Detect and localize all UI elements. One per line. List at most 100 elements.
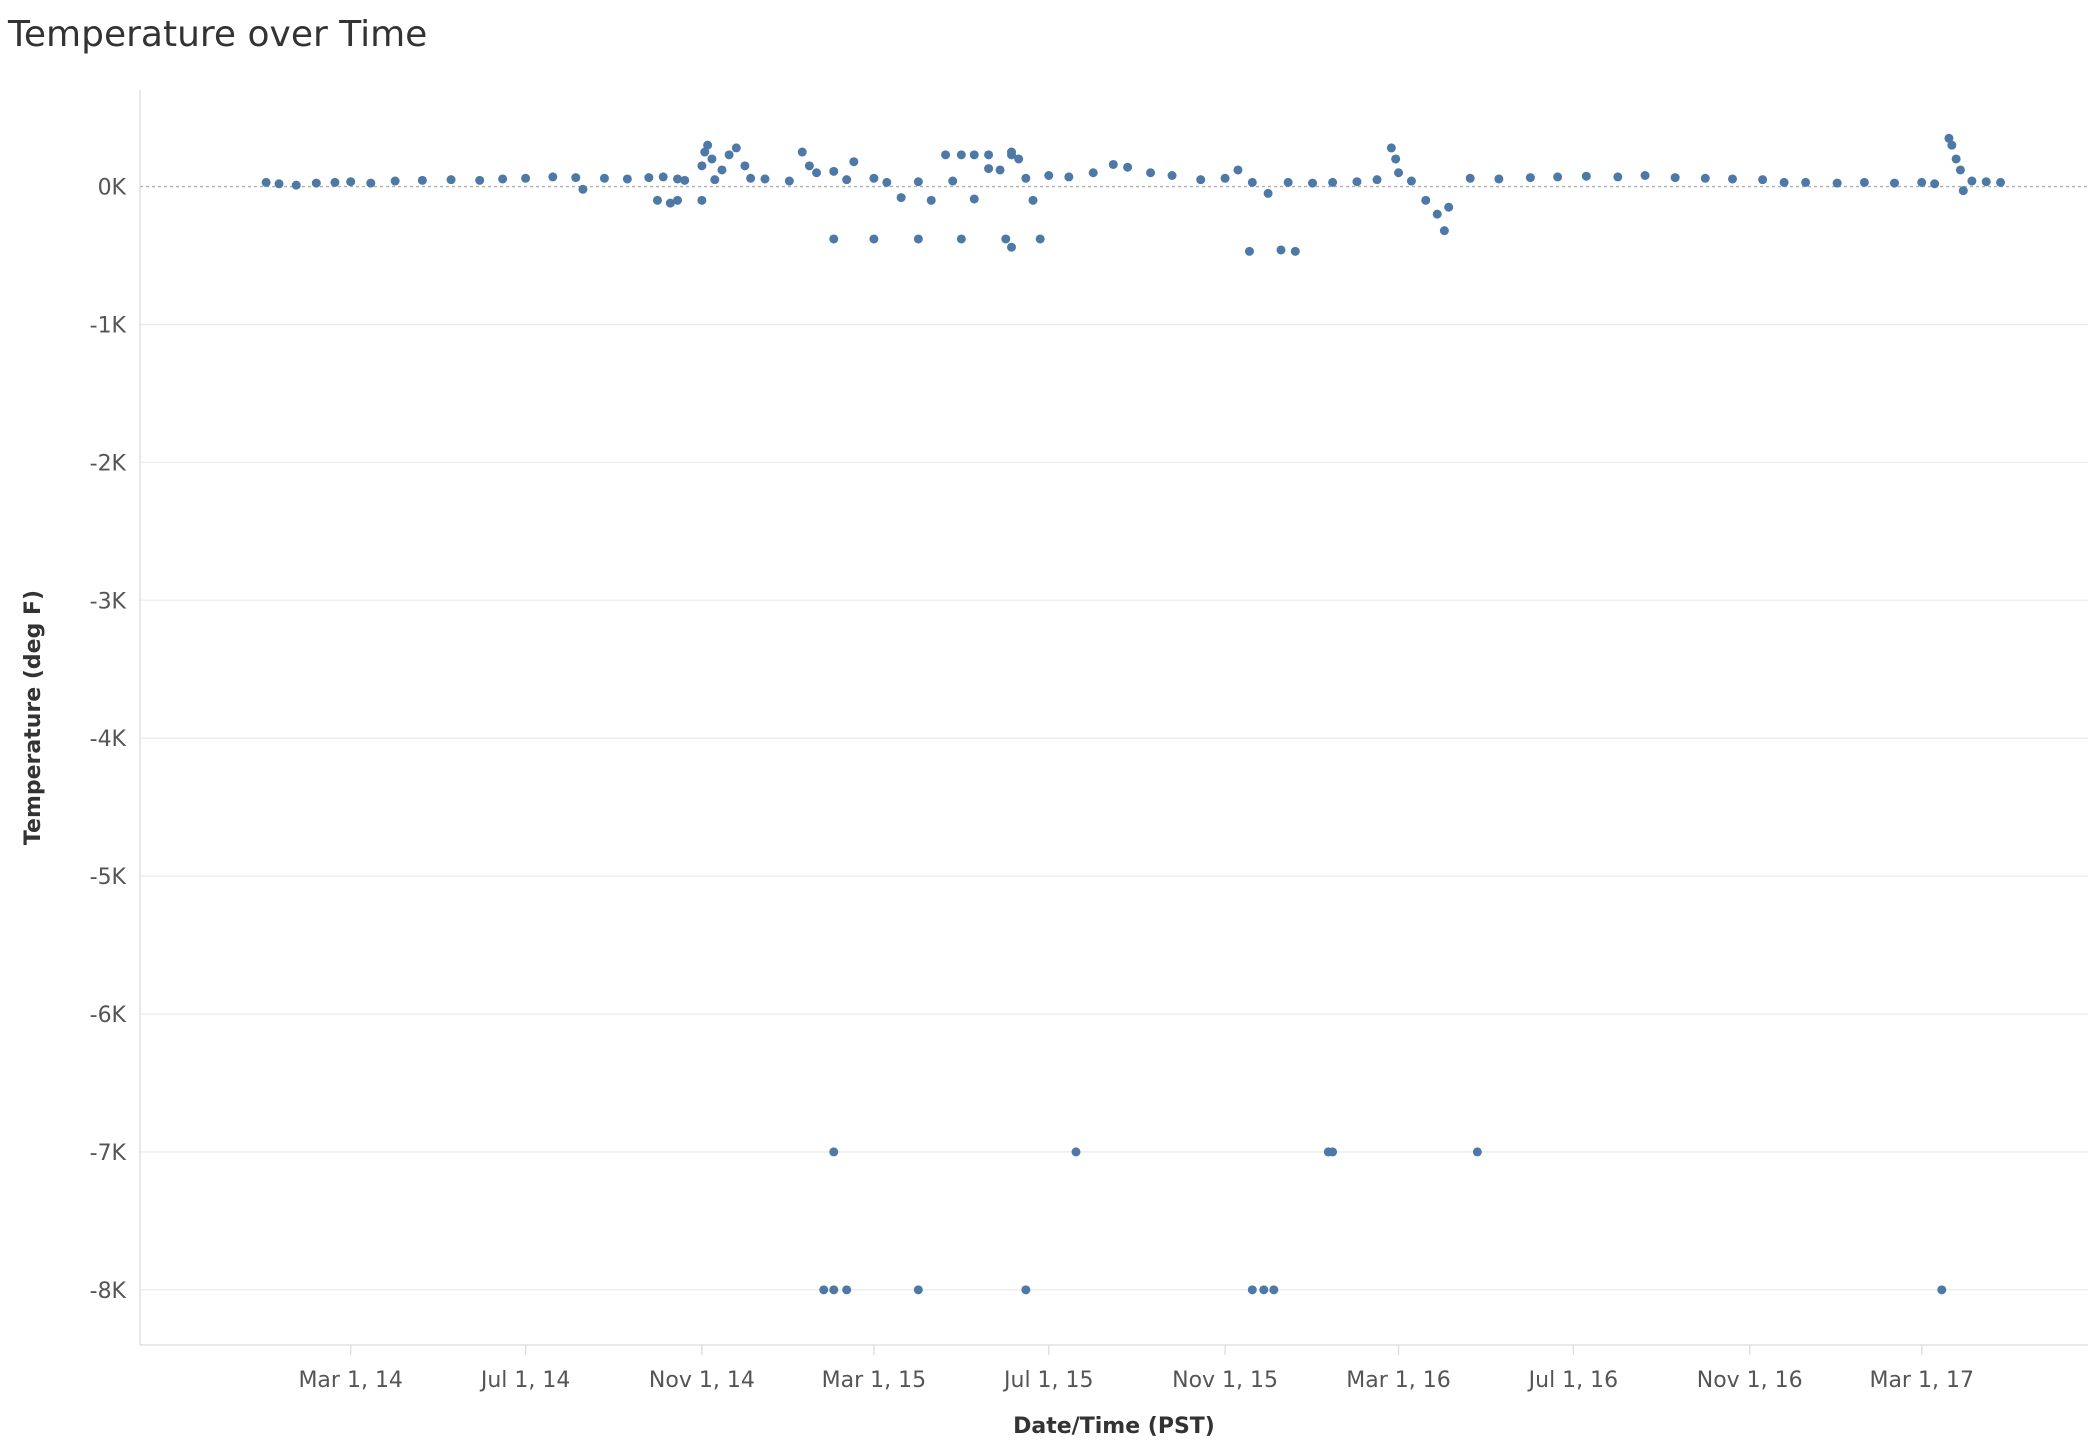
data-point (1432, 209, 1442, 219)
x-tick-label: Jul 1, 16 (1527, 1368, 1619, 1393)
x-tick-label: Nov 1, 15 (1172, 1368, 1278, 1393)
data-point (984, 150, 994, 160)
data-point (658, 172, 668, 182)
data-points (261, 133, 2006, 1295)
y-tick-label: -6K (90, 1003, 127, 1028)
data-point (812, 168, 822, 178)
data-point (984, 164, 994, 174)
data-point (896, 193, 906, 203)
y-tick-label: -7K (90, 1141, 127, 1166)
data-point (1947, 140, 1957, 150)
data-point (1444, 202, 1454, 212)
gridlines (140, 185, 2088, 1291)
data-point (1123, 162, 1133, 172)
data-point (1889, 178, 1899, 188)
data-point (842, 175, 852, 185)
data-point (1801, 177, 1811, 187)
data-point (913, 1285, 923, 1295)
data-point (1352, 177, 1362, 187)
data-point (548, 172, 558, 182)
data-point (1700, 173, 1710, 183)
data-point (274, 179, 284, 189)
data-point (1283, 177, 1293, 187)
data-point (346, 177, 356, 187)
data-point (1758, 175, 1768, 185)
data-point (1108, 159, 1118, 169)
data-point (1021, 1285, 1031, 1295)
data-point (1472, 1147, 1482, 1157)
data-point (731, 143, 741, 153)
data-point (804, 161, 814, 171)
data-point (1640, 171, 1650, 181)
data-point (1146, 168, 1156, 178)
data-point (1007, 242, 1017, 252)
data-point (1290, 246, 1300, 256)
data-point (710, 175, 720, 185)
data-point (1247, 177, 1257, 187)
data-point (913, 234, 923, 244)
data-point (1308, 178, 1318, 188)
data-point (956, 150, 966, 160)
data-point (1247, 1285, 1257, 1295)
y-tick-label: 0K (98, 176, 127, 201)
data-point (1007, 150, 1017, 160)
data-point (700, 147, 710, 157)
data-point (1269, 1285, 1279, 1295)
data-point (1071, 1147, 1081, 1157)
data-point (926, 195, 936, 205)
data-point (819, 1285, 829, 1295)
data-point (1386, 143, 1396, 153)
data-point (882, 177, 892, 187)
data-point (1553, 172, 1563, 182)
data-point (1670, 173, 1680, 183)
data-point (1981, 177, 1991, 187)
data-point (680, 175, 690, 185)
data-point (498, 174, 508, 184)
data-point (913, 177, 923, 187)
data-point (1035, 234, 1045, 244)
data-point (1263, 188, 1273, 198)
data-point (995, 165, 1005, 175)
data-point (1276, 245, 1286, 255)
data-point (697, 195, 707, 205)
data-point (829, 1285, 839, 1295)
data-point (1328, 177, 1338, 187)
data-point (1021, 173, 1031, 183)
data-point (578, 184, 588, 194)
y-tick-label: -8K (90, 1279, 127, 1304)
data-point (622, 174, 632, 184)
data-point (1996, 177, 2006, 187)
data-point (1372, 175, 1382, 185)
data-point (291, 180, 301, 190)
data-point (1014, 154, 1024, 164)
data-point (969, 194, 979, 204)
y-tick-label: -4K (90, 727, 127, 752)
data-point (1967, 176, 1977, 186)
data-point (1406, 176, 1416, 186)
y-tick-label: -2K (90, 451, 127, 476)
x-tick-label: Nov 1, 14 (649, 1368, 755, 1393)
data-point (665, 198, 675, 208)
x-axis-title: Date/Time (PST) (1013, 1414, 1215, 1439)
data-point (1044, 171, 1054, 181)
data-point (1421, 195, 1431, 205)
data-point (1391, 154, 1401, 164)
chart-title: Temperature over Time (8, 14, 428, 55)
data-point (869, 173, 879, 183)
data-point (849, 157, 859, 167)
data-point (1581, 171, 1591, 181)
data-point (740, 161, 750, 171)
data-point (571, 173, 581, 183)
data-point (1832, 178, 1842, 188)
y-tick-labels: 0K -1K -2K -3K -4K -5K -6K -7K -8K (90, 176, 127, 1304)
data-point (969, 150, 979, 160)
y-tick-label: -5K (90, 865, 127, 890)
data-point (1958, 186, 1968, 196)
data-point (760, 174, 770, 184)
data-point (1064, 172, 1074, 182)
x-tick-label: Mar 1, 15 (822, 1368, 926, 1393)
x-tick-label: Jul 1, 14 (479, 1368, 571, 1393)
y-tick-label: -1K (90, 313, 127, 338)
data-point (475, 175, 485, 185)
